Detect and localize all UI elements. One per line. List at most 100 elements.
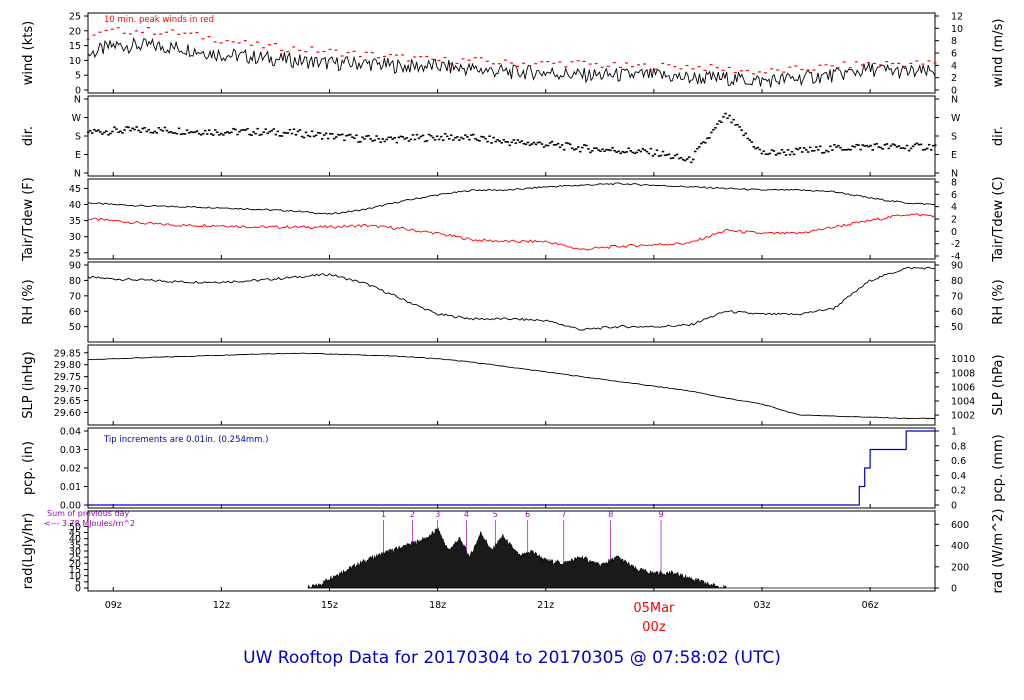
wind-direction-point: [324, 132, 328, 135]
wind-direction-point: [839, 146, 842, 149]
wind-direction-point: [322, 134, 326, 136]
radiation-sum-note-1: Sum of previous day: [47, 509, 129, 518]
wind-direction-point: [470, 134, 473, 136]
wind-direction-point: [95, 130, 98, 132]
wind-direction-point: [762, 150, 766, 153]
wind-direction-point: [230, 131, 233, 134]
wind-direction-point: [203, 129, 207, 132]
slp-ylabel-right: SLP (hPa): [991, 354, 1006, 415]
relative-humidity-line: [87, 266, 936, 331]
wind-direction-point: [462, 137, 465, 140]
wind-direction-point: [683, 159, 687, 162]
wind-direction-point: [851, 145, 854, 147]
radiation-area: [307, 527, 727, 589]
wind-direction-point: [784, 154, 788, 156]
wind-direction-point: [127, 126, 130, 129]
wind-direction-point: [173, 132, 177, 134]
wind-direction-point: [260, 133, 263, 136]
wind-direction-point: [857, 144, 860, 146]
wind-direction-point: [706, 137, 709, 140]
wind-direction-point: [849, 148, 852, 151]
wind-direction-point: [766, 153, 770, 156]
wind-direction-point: [318, 132, 322, 134]
wind-direction-point: [776, 152, 780, 155]
wind-direction-point: [141, 127, 144, 130]
wind-direction-point: [391, 138, 395, 140]
wind-direction-point: [205, 133, 209, 135]
wind-direction-point: [199, 133, 203, 136]
wind-direction-point: [625, 151, 628, 153]
wind-direction-point: [111, 130, 114, 133]
wind-direction-point: [675, 153, 679, 156]
wind-direction-point: [667, 153, 671, 156]
pcp-ytick-right-label: 0.8: [951, 441, 966, 452]
wind-direction-point: [615, 151, 618, 153]
wind-direction-point: [635, 151, 639, 154]
wind-direction-point: [772, 150, 776, 152]
wind-direction-point: [377, 137, 380, 140]
wind-direction-point: [290, 132, 294, 135]
wind-direction-point: [913, 143, 917, 146]
rh-ytick-right-label: 70: [951, 291, 963, 302]
rad-ytick-left-label: 15: [69, 565, 81, 576]
wind-direction-point: [91, 132, 94, 134]
wind-direction-point: [526, 141, 530, 144]
wind-direction-point: [689, 161, 693, 164]
temp-ytick-right-label: 4: [951, 202, 957, 213]
wind-direction-point: [262, 131, 265, 133]
wind-direction-point: [562, 148, 566, 151]
wind-direction-point: [276, 130, 280, 133]
wind-direction-point: [300, 135, 304, 138]
wind-direction-point: [187, 132, 191, 134]
wind-direction-point: [746, 137, 749, 140]
wind-direction-point: [522, 142, 526, 145]
rad-ylabel-left: rad(Lgly/hr): [21, 513, 36, 589]
wind-direction-point: [500, 141, 503, 144]
wind-direction-point: [859, 148, 862, 151]
radiation-hour-marker: 3: [435, 510, 440, 519]
wind-direction-point: [560, 144, 564, 146]
wind-direction-point: [524, 143, 528, 146]
x-date-label: 05Mar: [633, 601, 675, 616]
wind-direction-point: [435, 135, 439, 138]
pcp-ytick-left-label: 0.00: [60, 501, 81, 512]
slp-ytick-right-label: 1004: [951, 396, 975, 407]
rad-ytick-left-label: 20: [69, 559, 81, 570]
wind-direction-point: [815, 146, 818, 148]
wind-direction-point: [214, 129, 217, 131]
wind-direction-point: [353, 137, 356, 140]
wind-direction-point: [700, 142, 703, 145]
wind-direction-point: [171, 132, 175, 134]
wind-direction-point: [161, 130, 165, 132]
wind-direction-point: [778, 152, 782, 155]
wind-direction-point: [786, 149, 790, 151]
wind-direction-point: [395, 141, 399, 144]
wind-direction-point: [796, 148, 800, 151]
wind-direction-point: [647, 152, 651, 155]
wind-direction-point: [520, 140, 524, 142]
wind-direction-point: [151, 131, 155, 134]
wind-ytick-right-label: 2: [951, 73, 957, 84]
wind-direction-point: [306, 134, 310, 137]
radiation-hour-marker: 1: [381, 510, 386, 519]
wind-direction-point: [893, 144, 897, 146]
wind-direction-point: [833, 144, 836, 146]
wind-direction-point: [758, 148, 762, 151]
wind-direction-point: [97, 129, 100, 132]
wind-direction-point: [671, 157, 675, 159]
wind-direction-point: [837, 144, 840, 147]
wind-direction-point: [494, 140, 497, 143]
wind-direction-point: [155, 132, 159, 134]
rad-ytick-left-label: 40: [69, 534, 81, 545]
wind-direction-point: [653, 153, 657, 155]
wind-direction-point: [343, 139, 346, 142]
wind-direction-point: [119, 130, 122, 133]
wind-direction-point: [587, 147, 590, 150]
wind-direction-point: [716, 123, 719, 125]
wind-direction-point: [232, 127, 235, 130]
wind-direction-point: [696, 147, 699, 150]
wind-direction-point: [216, 131, 219, 134]
wind-direction-point: [506, 141, 509, 143]
pcp-ytick-right-label: 0.2: [951, 486, 966, 497]
slp-ytick-left-label: 29.80: [54, 360, 81, 371]
